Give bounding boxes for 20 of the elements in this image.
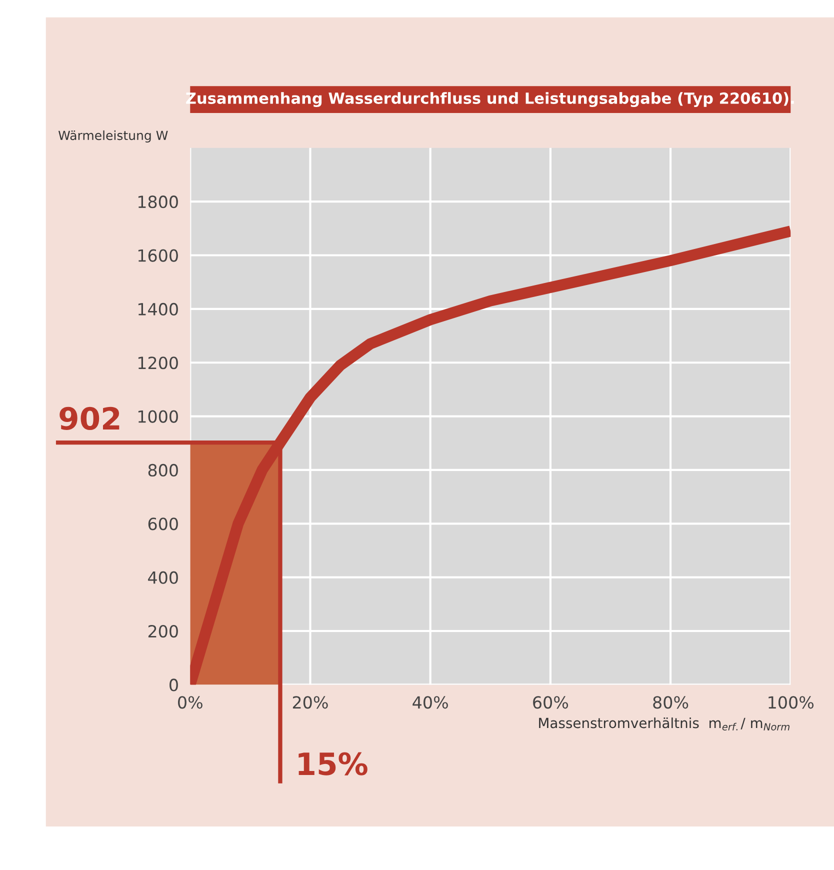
- ref-line-label: 902: [60, 406, 120, 430]
- ref-line-label: 15%: [298, 752, 368, 776]
- y-tick-label: 1400: [138, 302, 178, 316]
- y-tick-label: 0: [170, 678, 178, 692]
- y-tick-label: 1200: [138, 356, 178, 370]
- y-tick-label: 1600: [138, 249, 178, 262]
- x-tick-label: 80%: [653, 696, 688, 709]
- y-tick-label: 600: [148, 518, 178, 530]
- y-tick-label: 400: [148, 571, 178, 584]
- y-tick-label: 200: [148, 624, 178, 638]
- x-tick-label: 20%: [292, 696, 328, 709]
- y-tick-label: 1000: [138, 410, 178, 423]
- y-tick-label: 1800: [138, 196, 178, 208]
- x-tick-label: 40%: [412, 696, 448, 709]
- x-axis-title: Massenstromverhältnis m$_{erf.}$/ m$_{Norm}$: [539, 717, 790, 730]
- x-tick-label: 0%: [178, 696, 202, 709]
- x-tick-label: 100%: [768, 696, 814, 709]
- y-tick-label: 800: [148, 464, 178, 477]
- y-axis-title: Wärmeleistung W: [58, 130, 168, 143]
- x-tick-label: 60%: [533, 696, 568, 709]
